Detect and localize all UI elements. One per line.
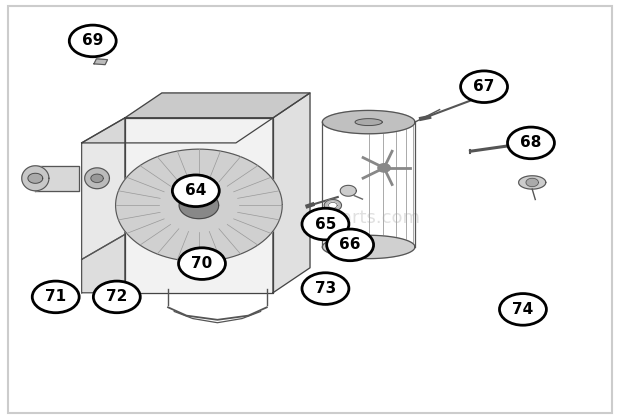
Text: 70: 70 xyxy=(192,256,213,271)
Circle shape xyxy=(461,71,508,103)
Circle shape xyxy=(508,127,554,159)
Text: 72: 72 xyxy=(106,290,128,305)
Circle shape xyxy=(327,229,374,261)
Polygon shape xyxy=(329,202,337,208)
Polygon shape xyxy=(82,118,125,259)
Text: 74: 74 xyxy=(512,302,534,317)
Polygon shape xyxy=(322,111,415,134)
Polygon shape xyxy=(82,235,125,293)
Text: 66: 66 xyxy=(339,238,361,252)
Polygon shape xyxy=(273,93,310,293)
Polygon shape xyxy=(35,166,79,191)
Polygon shape xyxy=(82,118,273,143)
Circle shape xyxy=(69,25,116,57)
Polygon shape xyxy=(322,235,415,259)
Text: 64: 64 xyxy=(185,183,206,198)
Text: 67: 67 xyxy=(473,79,495,94)
Circle shape xyxy=(172,175,219,207)
Circle shape xyxy=(179,248,226,279)
Circle shape xyxy=(500,294,546,325)
Polygon shape xyxy=(519,176,546,189)
Polygon shape xyxy=(85,168,109,189)
Polygon shape xyxy=(340,185,356,196)
Text: 73: 73 xyxy=(315,281,336,296)
Polygon shape xyxy=(378,164,390,172)
Text: eReplacementParts.com: eReplacementParts.com xyxy=(200,209,420,227)
Text: 71: 71 xyxy=(45,290,66,305)
Circle shape xyxy=(94,281,140,313)
Circle shape xyxy=(302,208,349,240)
Polygon shape xyxy=(22,166,49,191)
Polygon shape xyxy=(94,59,107,65)
Polygon shape xyxy=(125,118,273,293)
Text: 68: 68 xyxy=(520,135,542,150)
Polygon shape xyxy=(125,93,310,118)
Polygon shape xyxy=(28,173,43,183)
Circle shape xyxy=(302,273,349,304)
Polygon shape xyxy=(355,119,382,126)
Polygon shape xyxy=(324,199,342,211)
Text: 69: 69 xyxy=(82,34,104,49)
Polygon shape xyxy=(526,178,538,186)
Polygon shape xyxy=(115,149,282,261)
Polygon shape xyxy=(179,192,219,219)
Text: 65: 65 xyxy=(315,217,336,232)
Circle shape xyxy=(32,281,79,313)
Polygon shape xyxy=(91,174,104,182)
